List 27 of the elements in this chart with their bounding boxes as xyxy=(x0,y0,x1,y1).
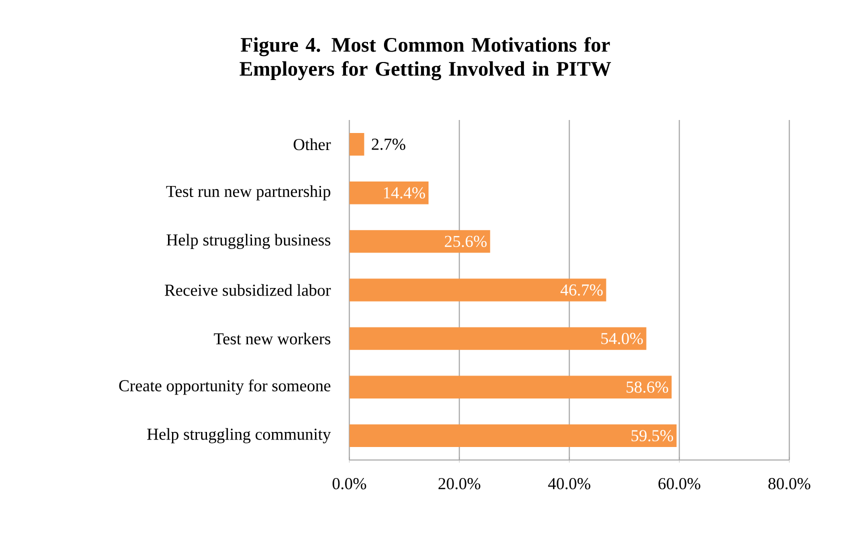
x-tick-label: 0.0% xyxy=(332,478,366,490)
data-label: 46.7% xyxy=(560,284,603,296)
data-label: 58.6% xyxy=(626,382,668,393)
bar xyxy=(349,182,429,204)
bar xyxy=(349,327,646,350)
bar xyxy=(349,230,490,253)
y-tick-label: Test new workers xyxy=(214,332,330,345)
x-tick-label: 80.0% xyxy=(768,478,810,490)
y-tick-label: Other xyxy=(294,138,331,150)
y-tick-label: Create opportunity for someone xyxy=(119,380,330,395)
chart-title: Figure 4. Most Common Motivations for Employers for Getting Involved in PITW xyxy=(240,37,612,80)
y-tick-label: Receive subsidized labor xyxy=(164,284,331,296)
x-tick-label: 20.0% xyxy=(438,478,480,490)
y-tick-label: Help struggling community xyxy=(147,428,331,444)
data-label: 54.0% xyxy=(601,333,643,344)
y-tick-label: Test run new partnership xyxy=(166,185,330,201)
x-tick-label: 60.0% xyxy=(658,478,700,490)
bar xyxy=(349,424,677,448)
data-label: 14.4% xyxy=(384,187,426,199)
bar xyxy=(349,376,672,399)
bar xyxy=(349,278,606,302)
x-tick-label: 40.0% xyxy=(548,478,590,490)
bar xyxy=(349,133,364,156)
data-label: 2.7% xyxy=(372,138,406,150)
data-label: 59.5% xyxy=(632,430,674,442)
y-tick-label: Help struggling business xyxy=(166,234,330,250)
data-label: 25.6% xyxy=(444,236,487,248)
